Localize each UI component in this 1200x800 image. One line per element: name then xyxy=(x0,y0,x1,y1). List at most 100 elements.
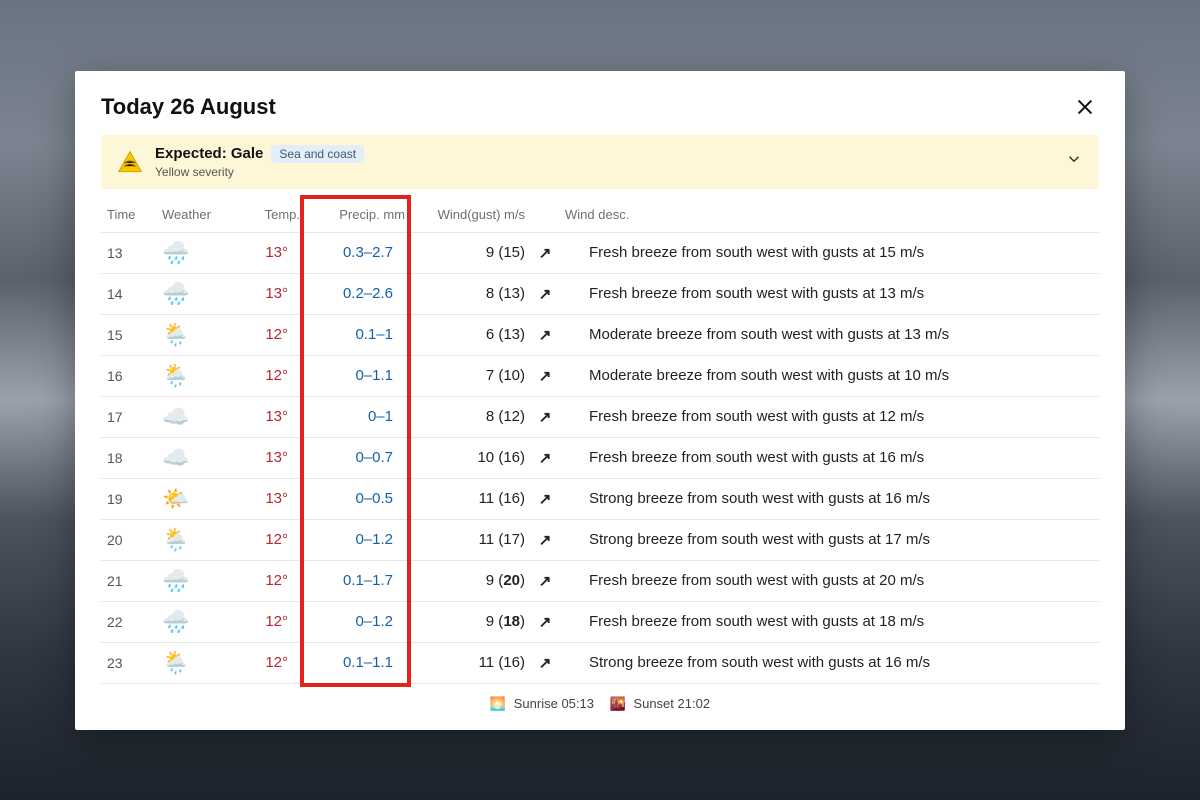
cell-wind-arrow: ↗ xyxy=(531,560,559,601)
cell-temp: 13° xyxy=(236,396,306,437)
cell-temp: 13° xyxy=(236,232,306,273)
col-precip: Precip. mm xyxy=(306,199,411,233)
cell-precip: 0.1–1 xyxy=(306,314,411,355)
cell-weather: ☁️ xyxy=(156,396,236,437)
cell-wind: 11 (17) xyxy=(411,519,531,560)
weather-panel: Today 26 August Expected: Gale Sea and c… xyxy=(75,71,1125,730)
wind-arrow-icon: ↗ xyxy=(539,408,552,426)
cell-desc: Fresh breeze from south west with gusts … xyxy=(559,437,1099,478)
wind-arrow-icon: ↗ xyxy=(539,367,552,385)
sunrise-time: 05:13 xyxy=(561,696,594,711)
alert-badge: Sea and coast xyxy=(271,145,364,163)
alert-content: Expected: Gale Sea and coast Yellow seve… xyxy=(117,145,364,179)
wind-arrow-icon: ↗ xyxy=(539,531,552,549)
cell-precip: 0.1–1.7 xyxy=(306,560,411,601)
sunrise-label: Sunrise xyxy=(514,696,558,711)
cell-weather: 🌦️ xyxy=(156,314,236,355)
cell-wind-arrow: ↗ xyxy=(531,355,559,396)
cell-desc: Moderate breeze from south west with gus… xyxy=(559,355,1099,396)
cell-temp: 13° xyxy=(236,478,306,519)
cell-time: 19 xyxy=(101,478,156,519)
alert-title: Expected: Gale xyxy=(155,145,263,162)
cell-desc: Strong breeze from south west with gusts… xyxy=(559,519,1099,560)
cell-time: 15 xyxy=(101,314,156,355)
cell-weather: 🌧️ xyxy=(156,232,236,273)
cell-wind: 8 (13) xyxy=(411,273,531,314)
cell-weather: 🌧️ xyxy=(156,601,236,642)
cell-wind: 7 (10) xyxy=(411,355,531,396)
table-row: 21 🌧️ 12°0.1–1.79 (20) ↗ Fresh breeze from s… xyxy=(101,560,1099,601)
cell-precip: 0.1–1.1 xyxy=(306,642,411,683)
cell-precip: 0.2–2.6 xyxy=(306,273,411,314)
cell-desc: Strong breeze from south west with gusts… xyxy=(559,478,1099,519)
cell-time: 21 xyxy=(101,560,156,601)
cell-precip: 0–1.1 xyxy=(306,355,411,396)
close-icon xyxy=(1074,96,1096,118)
cell-desc: Fresh breeze from south west with gusts … xyxy=(559,560,1099,601)
cell-desc: Moderate breeze from south west with gus… xyxy=(559,314,1099,355)
cell-weather: 🌦️ xyxy=(156,642,236,683)
weather-alert[interactable]: Expected: Gale Sea and coast Yellow seve… xyxy=(101,135,1099,189)
rain-icon: 🌧️ xyxy=(162,242,189,264)
cell-precip: 0–1.2 xyxy=(306,601,411,642)
warning-triangle-icon xyxy=(117,149,143,175)
rain-icon: 🌧️ xyxy=(162,570,189,592)
light-rain-icon: 🌦️ xyxy=(162,365,189,387)
col-temp: Temp. xyxy=(236,199,306,233)
cell-wind-arrow: ↗ xyxy=(531,314,559,355)
cloud-icon: ☁️ xyxy=(162,447,189,469)
night-rain-icon: 🌧️ xyxy=(162,611,189,633)
table-row: 19🌤️13°0–0.511 (16)↗Strong breeze from s… xyxy=(101,478,1099,519)
cell-wind-arrow: ↗ xyxy=(531,601,559,642)
cell-wind-arrow: ↗ xyxy=(531,642,559,683)
chevron-down-icon xyxy=(1065,150,1083,168)
light-rain-icon: 🌦️ xyxy=(162,324,189,346)
sun-times: 🌅 Sunrise 05:13 🌇 Sunset 21:02 xyxy=(101,696,1099,712)
cell-temp: 12° xyxy=(236,519,306,560)
cell-time: 23 xyxy=(101,642,156,683)
close-button[interactable] xyxy=(1071,93,1099,121)
cell-wind: 11 (16) xyxy=(411,642,531,683)
cell-weather: 🌤️ xyxy=(156,478,236,519)
alert-subtitle: Yellow severity xyxy=(155,165,364,179)
cell-desc: Fresh breeze from south west with gusts … xyxy=(559,232,1099,273)
table-row: 23🌦️12°0.1–1.111 (16)↗Strong breeze from… xyxy=(101,642,1099,683)
cell-wind-arrow: ↗ xyxy=(531,437,559,478)
cell-wind-arrow: ↗ xyxy=(531,519,559,560)
cell-temp: 13° xyxy=(236,273,306,314)
cell-weather: 🌦️ xyxy=(156,519,236,560)
cell-time: 16 xyxy=(101,355,156,396)
wind-arrow-icon: ↗ xyxy=(539,326,552,344)
table-row: 22🌧️12°0–1.29 (18)↗Fresh breeze from sou… xyxy=(101,601,1099,642)
cell-weather: 🌧️ xyxy=(156,273,236,314)
wind-arrow-icon: ↗ xyxy=(539,572,552,590)
wind-arrow-icon: ↗ xyxy=(539,613,552,631)
wind-arrow-icon: ↗ xyxy=(539,490,552,508)
cell-wind-arrow: ↗ xyxy=(531,396,559,437)
table-row: 14🌧️13°0.2–2.68 (13)↗Fresh breeze from s… xyxy=(101,273,1099,314)
table-row: 16 🌦️ 12°0–1.17 (10) ↗ Moderate breeze from … xyxy=(101,355,1099,396)
rain-icon: 🌧️ xyxy=(162,283,189,305)
partly-sunny-icon: 🌤️ xyxy=(162,488,189,510)
sunset-label: Sunset xyxy=(633,696,673,711)
col-weather: Weather xyxy=(156,199,236,233)
cell-precip: 0–0.5 xyxy=(306,478,411,519)
sunset-icon: 🌇 xyxy=(610,696,626,711)
sun-rain-icon: 🌦️ xyxy=(162,529,189,551)
cell-weather: ☁️ xyxy=(156,437,236,478)
alert-expand-button[interactable] xyxy=(1065,150,1083,173)
cell-temp: 12° xyxy=(236,355,306,396)
cell-wind-arrow: ↗ xyxy=(531,478,559,519)
light-rain-icon: 🌦️ xyxy=(162,652,189,674)
col-arrow xyxy=(531,199,559,233)
col-wind: Wind(gust) m/s xyxy=(411,199,531,233)
cell-wind: 10 (16) xyxy=(411,437,531,478)
cell-time: 20 xyxy=(101,519,156,560)
cell-precip: 0.3–2.7 xyxy=(306,232,411,273)
cell-desc: Fresh breeze from south west with gusts … xyxy=(559,601,1099,642)
wind-arrow-icon: ↗ xyxy=(539,285,552,303)
cell-temp: 12° xyxy=(236,560,306,601)
cell-wind: 9 (20) xyxy=(411,560,531,601)
cell-desc: Fresh breeze from south west with gusts … xyxy=(559,273,1099,314)
cell-wind: 9 (18) xyxy=(411,601,531,642)
